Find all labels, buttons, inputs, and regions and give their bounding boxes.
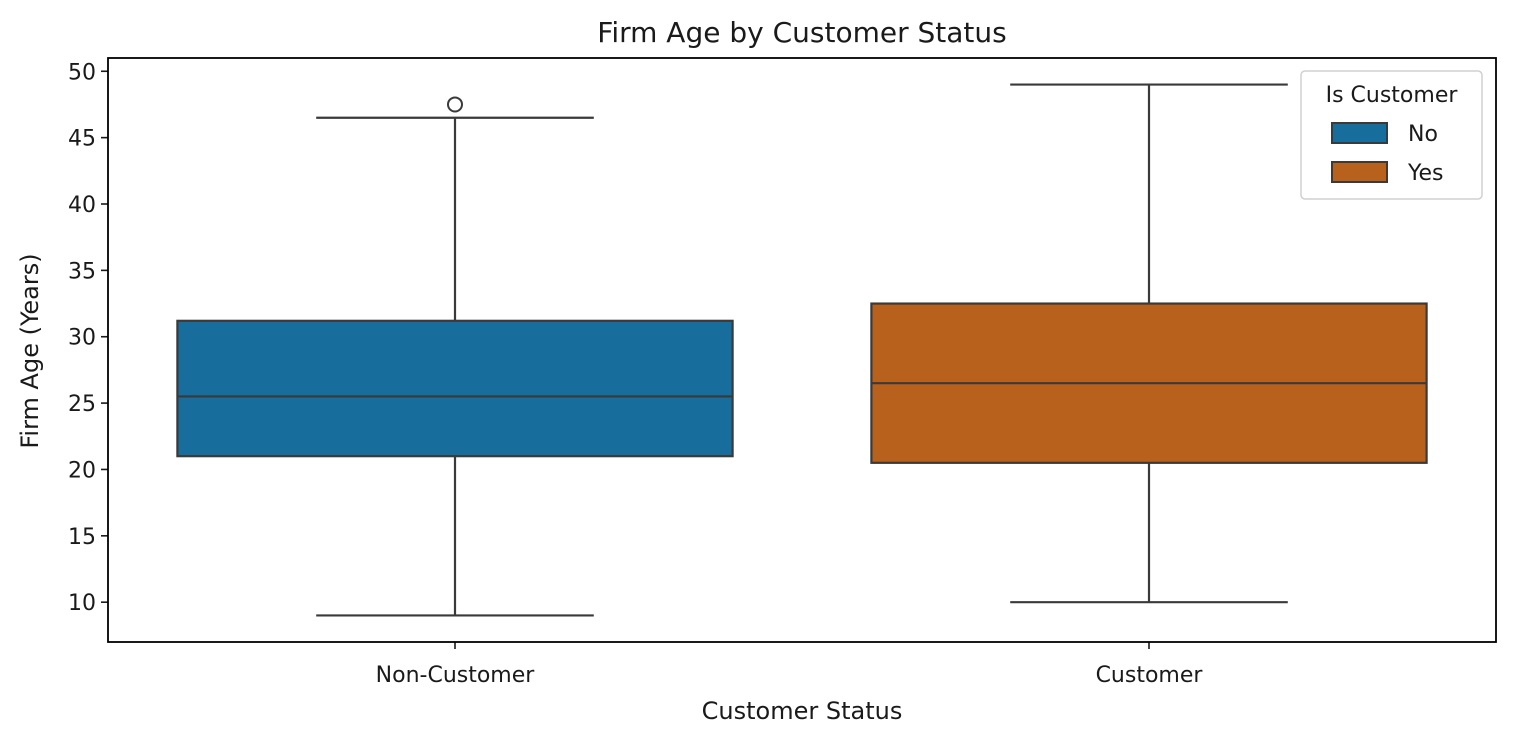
y-tick-label: 20 <box>68 458 96 483</box>
non-customer-box <box>176 319 734 458</box>
legend-label-yes: Yes <box>1407 161 1444 186</box>
y-tick-label: 50 <box>68 60 96 85</box>
legend-swatch-no <box>1331 122 1388 144</box>
x-tick-label-customer: Customer <box>1096 663 1204 688</box>
y-tick-label: 35 <box>68 259 96 284</box>
non-customer-outlier-point <box>447 96 463 113</box>
y-tick-label: 30 <box>68 326 96 351</box>
y-axis-title: Firm Age (Years) <box>16 253 44 448</box>
legend-label-no: No <box>1408 122 1438 147</box>
y-tick-label: 10 <box>68 591 96 616</box>
plot-frame <box>107 57 1497 643</box>
x-axis-title: Customer Status <box>702 697 903 725</box>
y-tick-label: 25 <box>68 392 96 417</box>
legend-title: Is Customer <box>1326 83 1459 108</box>
x-tick-label-non-customer: Non-Customer <box>376 663 536 688</box>
legend-swatch-yes <box>1331 161 1388 183</box>
plot-area: 10 15 20 25 30 35 40 45 50 Non-Customer Customer Is… <box>68 57 1497 688</box>
chart-title: Firm Age by Customer Status <box>597 16 1006 49</box>
y-tick-label: 45 <box>68 127 96 152</box>
y-tick-label: 15 <box>68 525 96 550</box>
y-tick-label: 40 <box>68 193 96 218</box>
